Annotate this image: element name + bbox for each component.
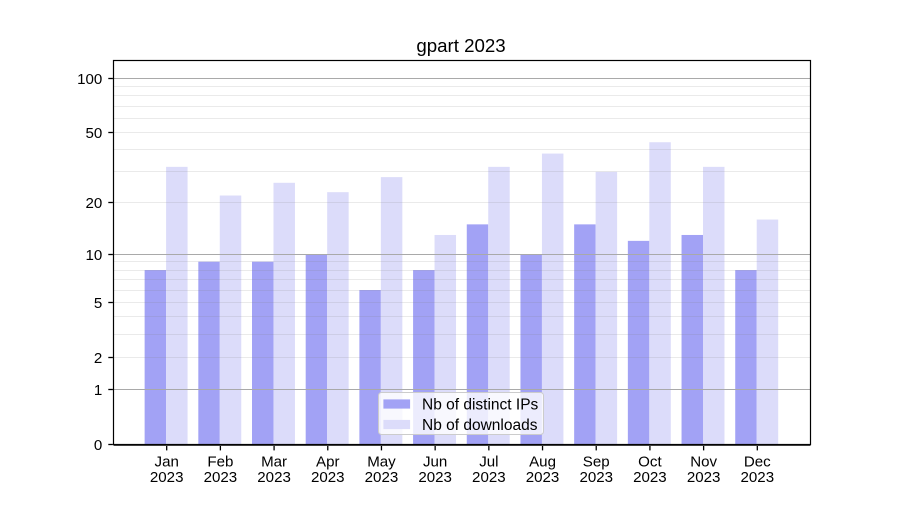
svg-text:Jun: Jun [423,453,447,470]
svg-text:2023: 2023 [579,469,613,486]
svg-text:2023: 2023 [150,469,184,486]
svg-text:5: 5 [94,295,102,312]
svg-text:Oct: Oct [638,453,662,470]
svg-text:2023: 2023 [687,469,721,486]
svg-text:gpart 2023: gpart 2023 [416,35,505,56]
svg-text:Sep: Sep [583,453,610,470]
svg-text:Feb: Feb [207,453,233,470]
svg-text:1: 1 [94,382,102,399]
svg-text:2023: 2023 [257,469,291,486]
svg-text:2023: 2023 [311,469,345,486]
svg-text:2023: 2023 [526,469,560,486]
svg-text:Mar: Mar [261,453,287,470]
svg-text:2023: 2023 [365,469,399,486]
svg-text:Nb of downloads: Nb of downloads [422,417,538,434]
svg-text:2023: 2023 [418,469,452,486]
svg-text:Dec: Dec [744,453,771,470]
svg-text:Aug: Aug [529,453,556,470]
svg-text:100: 100 [77,71,102,88]
svg-text:Nb of distinct IPs: Nb of distinct IPs [422,396,539,413]
svg-text:2023: 2023 [472,469,506,486]
svg-text:2023: 2023 [633,469,667,486]
svg-text:10: 10 [86,247,103,264]
svg-text:Apr: Apr [316,453,340,470]
svg-text:Jul: Jul [479,453,498,470]
svg-text:2023: 2023 [204,469,238,486]
svg-text:May: May [367,453,396,470]
svg-text:20: 20 [86,195,103,212]
svg-text:2: 2 [94,350,102,367]
svg-text:0: 0 [94,437,102,454]
svg-text:2023: 2023 [741,469,775,486]
svg-text:Nov: Nov [690,453,717,470]
svg-text:50: 50 [86,125,103,142]
svg-text:Jan: Jan [155,453,179,470]
